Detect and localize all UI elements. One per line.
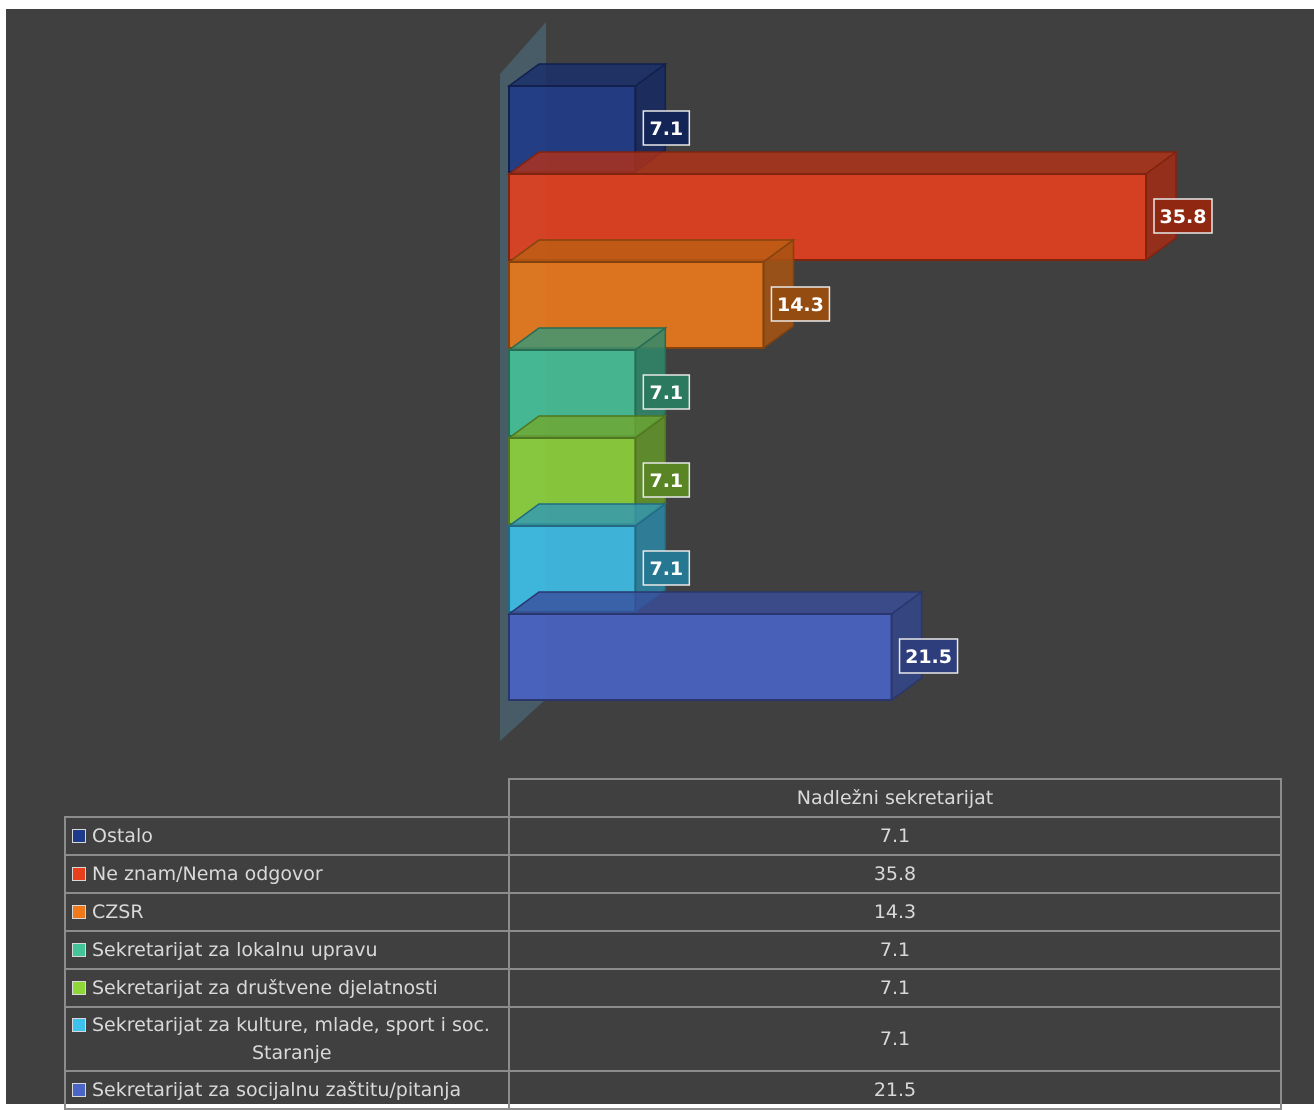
bar-top-face [506,151,1179,175]
bar-6 [506,590,924,702]
category-label: Sekretarijat za društvene djelatnosti [92,977,438,999]
data-label-text: 14.3 [777,294,824,316]
legend-key-swatch [72,981,86,995]
data-label-text: 7.1 [649,558,683,580]
data-label-text: 7.1 [649,118,683,140]
bar-top-face [506,239,796,263]
table-row: Sekretarijat za socijalnu zaštitu/pitanj… [64,1070,1282,1110]
legend-key-swatch [72,829,86,843]
value-cell: 21.5 [508,1070,1282,1110]
category-label: Ne znam/Nema odgovor [92,863,323,885]
legend-key-swatch [72,905,86,919]
table-corner [65,779,510,818]
category-cell: Sekretarijat za društvene djelatnosti [64,968,510,1008]
value-cell: 7.1 [508,968,1282,1008]
legend-key-swatch [72,1018,86,1032]
table-row: CZSR 14.3 [64,892,1282,932]
category-cell: Sekretarijat za lokalnu upravu [64,930,510,970]
table-row: Ne znam/Nema odgovor 35.8 [64,854,1282,894]
category-label: Ostalo [92,825,153,847]
value-cell: 7.1 [508,816,1282,856]
data-label-box [770,286,831,322]
data-label-text: 7.1 [649,382,683,404]
data-label-box [898,638,959,674]
table-row: Sekretarijat za društvene djelatnosti 7.1 [64,968,1282,1008]
category-label: Sekretarijat za socijalnu zaštitu/pitanj… [92,1079,462,1101]
category-cell: Ostalo [64,816,510,856]
category-label: Sekretarijat za lokalnu upravu [92,939,378,961]
data-label-box [1153,198,1213,234]
category-cell: CZSR [64,892,510,932]
category-label-continued: Staranje [252,1042,332,1064]
chart-area: 7.1 35.8 14.3 7.1 7.1 7.1 21.5 Nadležni sekret… [6,9,1314,1110]
data-label-box [642,462,691,498]
series-name-header: Nadležni sekretarijat [508,778,1282,818]
category-label: Sekretarijat za kulture, mlade, sport i … [92,1014,490,1036]
data-label-4: 7.1 [642,462,691,498]
value-cell: 35.8 [508,854,1282,894]
data-label-box [642,374,691,410]
table-row: Sekretarijat za kulture, mlade, sport i … [64,1006,1282,1072]
category-cell: Sekretarijat za socijalnu zaštitu/pitanj… [64,1070,510,1110]
data-label-5: 7.1 [642,550,691,586]
category-label: CZSR [92,901,144,923]
bar-top-face [506,591,924,615]
bar-front-face [508,613,893,701]
data-label-2: 14.3 [770,286,831,322]
table-row: Ostalo 7.1 [64,816,1282,856]
data-label-text: 35.8 [1160,206,1207,228]
data-label-3: 7.1 [642,374,691,410]
category-cell: Sekretarijat za kulture, mlade, sport i … [64,1006,510,1072]
value-cell: 14.3 [508,892,1282,932]
category-cell: Ne znam/Nema odgovor [64,854,510,894]
legend-key-swatch [72,1083,86,1097]
data-label-text: 21.5 [905,646,952,668]
data-label-0: 7.1 [642,110,691,146]
table-row: Sekretarijat za lokalnu upravu 7.1 [64,930,1282,970]
legend-key-swatch [72,943,86,957]
value-cell: 7.1 [508,930,1282,970]
bar-chart: 7.1 35.8 14.3 7.1 7.1 7.1 21.5 [500,22,1213,741]
value-cell: 7.1 [508,1006,1282,1072]
legend-key-swatch [72,867,86,881]
data-label-box [642,110,691,146]
data-table: Nadležni sekretarijat Ostalo 7.1 Ne znam/N… [64,778,1282,1110]
data-label-text: 7.1 [649,470,683,492]
data-label-1: 35.8 [1153,198,1213,234]
table-header-row: Nadležni sekretarijat [65,778,1282,818]
data-label-6: 21.5 [898,638,959,674]
data-label-box [642,550,691,586]
